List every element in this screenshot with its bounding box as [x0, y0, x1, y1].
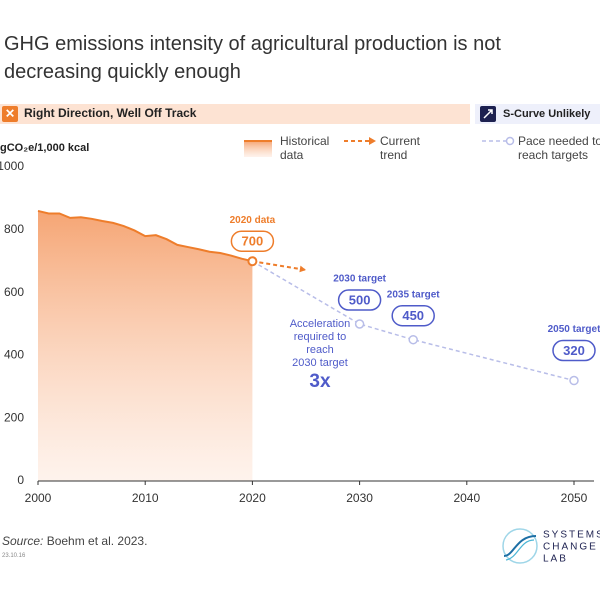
acceleration-line: Acceleration	[289, 318, 351, 330]
logo-curve	[505, 539, 535, 561]
x-tick-label: 2010	[132, 491, 159, 505]
value-label: 450	[402, 308, 424, 323]
historical-area	[38, 210, 253, 481]
y-tick-label: 1000	[0, 159, 24, 173]
x-tick-label: 2030	[346, 491, 373, 505]
x-tick-label: 2020	[239, 491, 266, 505]
logo-curve	[503, 535, 537, 557]
y-axis-label: gCO₂e/1,000 kcal	[0, 142, 89, 154]
legend-swatch-arrow	[369, 137, 376, 145]
acceleration-line: reach	[306, 344, 334, 356]
legend-label: Current trend	[380, 134, 421, 162]
value-label-pill	[552, 339, 596, 362]
value-label: 700	[242, 234, 264, 249]
historical-end-point	[247, 256, 258, 267]
trend-line	[252, 260, 307, 271]
logo-text: CHANGE	[543, 542, 598, 553]
source-label: Source:	[2, 534, 44, 548]
status-bar	[0, 104, 470, 124]
y-tick-label: 400	[4, 348, 24, 362]
acceleration-note: Acceleration required to reach 2030 target 3…	[275, 318, 365, 394]
legend-label: Historical data	[280, 134, 330, 162]
x-tick-label: 2000	[25, 491, 52, 505]
legend-swatch-point	[505, 136, 515, 146]
source: Source: Boehm et al. 2023.	[2, 534, 147, 548]
chart-title: GHG emissions intensity of agricultural …	[4, 33, 501, 83]
outlook-arrow	[483, 109, 493, 119]
date: 23.10.16	[2, 553, 26, 559]
point-label: 2035 target	[387, 289, 440, 300]
value-label: 500	[349, 292, 371, 307]
y-tick-label: 800	[4, 222, 24, 236]
trend-arrowhead	[299, 265, 306, 273]
point-label: 2020 data	[230, 215, 276, 226]
logo-mark	[502, 528, 538, 564]
logo-text: SYSTEMS	[543, 530, 600, 541]
acceleration-line: 2030 target	[292, 357, 348, 369]
x-tick-label: 2050	[561, 491, 588, 505]
value-label-pill	[230, 230, 275, 252]
y-tick-label: 200	[4, 410, 24, 424]
logo-text: LAB	[543, 554, 568, 565]
acceleration-line: required to	[293, 331, 347, 343]
value-label-pill	[337, 289, 382, 311]
target-point	[408, 334, 418, 345]
outlook-bar	[475, 104, 600, 124]
value-label-pill	[391, 304, 435, 327]
target-point	[569, 375, 579, 386]
acceleration-multiplier: 3x	[309, 371, 331, 392]
point-label: 2030 target	[333, 274, 386, 285]
source-text: Boehm et al. 2023.	[46, 534, 148, 548]
status-icon	[2, 106, 18, 122]
value-label: 320	[563, 343, 585, 358]
target-point	[354, 319, 365, 329]
status-text: Right Direction, Well Off Track	[24, 106, 197, 120]
x-tick-label: 2040	[453, 491, 480, 505]
status-icon-x: ✕	[5, 107, 15, 121]
outlook-text: S-Curve Unlikely	[503, 108, 591, 120]
y-tick-label: 0	[17, 473, 24, 487]
legend-swatch-area	[244, 141, 272, 157]
y-tick-label: 600	[4, 285, 24, 299]
historical-line	[37, 209, 253, 263]
legend-label: Pace needed to reach targets	[518, 134, 600, 162]
point-label: 2050 target	[548, 324, 600, 335]
